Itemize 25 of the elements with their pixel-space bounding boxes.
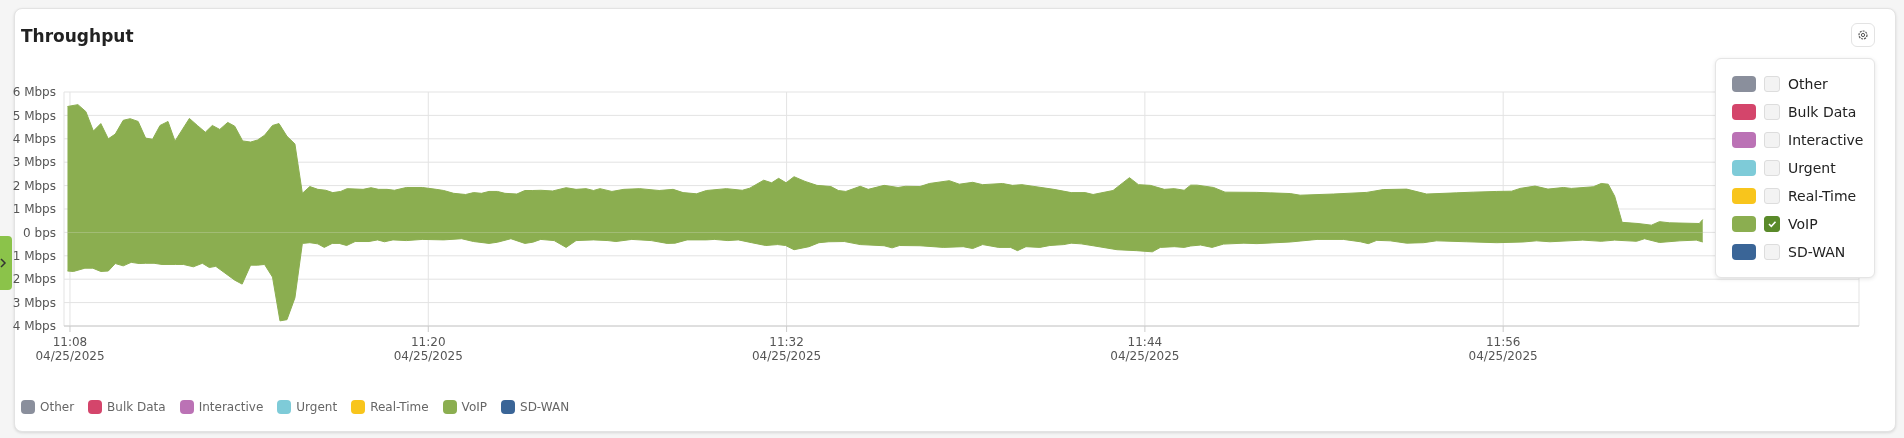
chart-title: Throughput bbox=[21, 26, 134, 46]
y-tick-label: 3 Mbps bbox=[12, 155, 56, 170]
legend-label: Bulk Data bbox=[107, 400, 166, 414]
legend-label: SD-WAN bbox=[520, 400, 570, 414]
x-tick-label: 11:56 04/25/2025 bbox=[1468, 335, 1538, 363]
legend-label: Interactive bbox=[198, 400, 264, 414]
y-tick-label: 6 Mbps bbox=[12, 85, 56, 100]
legend-label: Urgent bbox=[296, 400, 338, 414]
toggle-panel: Other Bulk Data Interactive Urgent Real-Time VoIP SD-WAN bbox=[1715, 58, 1875, 278]
y-tick-label: 1 Mbps bbox=[12, 202, 56, 217]
y-tick-label: 2 Mbps bbox=[12, 178, 56, 193]
legend-label: Real-Time bbox=[370, 400, 429, 414]
y-tick-label: 0 bps bbox=[23, 225, 56, 240]
y-tick-label: 4 Mbps bbox=[12, 319, 56, 334]
y-tick-label: 4 Mbps bbox=[12, 132, 56, 147]
y-tick-label: 2 Mbps bbox=[12, 272, 56, 287]
x-tick-label: 11:08 04/25/2025 bbox=[35, 335, 105, 363]
y-tick-label: 3 Mbps bbox=[12, 295, 56, 310]
y-tick-label: 1 Mbps bbox=[12, 249, 56, 264]
x-tick-label: 11:32 04/25/2025 bbox=[751, 335, 822, 363]
legend-label: VoIP bbox=[461, 400, 488, 414]
x-tick-label: 11:20 04/25/2025 bbox=[393, 335, 463, 363]
legend-label: Other bbox=[40, 400, 75, 414]
x-tick-label: 11:44 04/25/2025 bbox=[1110, 335, 1180, 363]
y-tick-label: 5 Mbps bbox=[12, 108, 56, 123]
